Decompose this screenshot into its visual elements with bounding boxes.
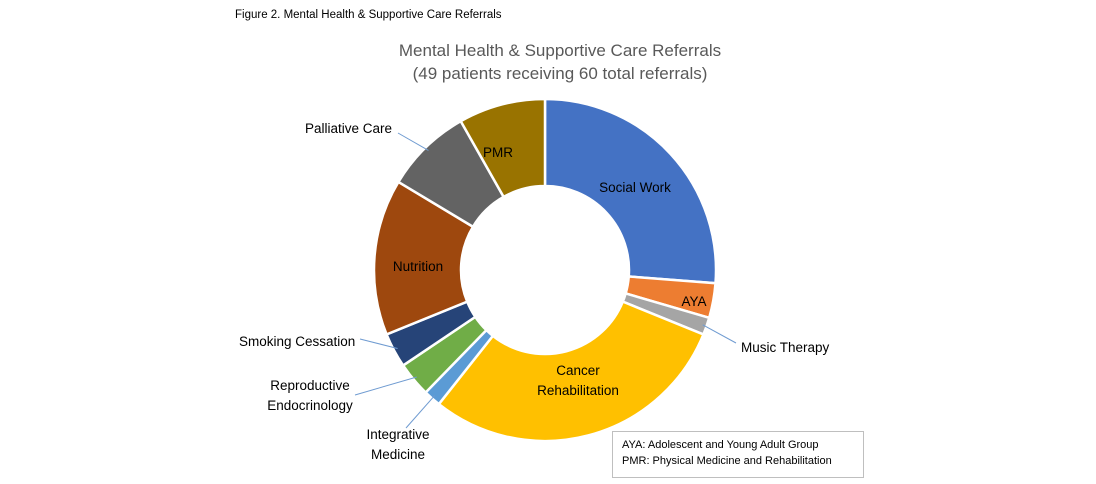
legend-note-pmr: PMR: Physical Medicine and Rehabilitatio… [622,455,832,467]
leader-line-smoking-cessation [359,338,398,349]
chart-title: Mental Health & Supportive Care Referral… [398,41,722,60]
slice-label-music-therapy: Music Therapy [741,340,830,355]
abbreviation-legend: AYA: Adolescent and Young Adult Group PM… [612,431,864,478]
slice-label-nutrition: Nutrition [393,259,443,274]
slice-label-aya: AYA [681,294,706,309]
slice-social-work [543,97,718,285]
leader-line-music-therapy [702,324,737,344]
slice-label-social-work: Social Work [599,180,671,195]
slice-pmr [459,97,547,199]
slice-label-integrative-medicine: Integrative Medicine [366,427,429,462]
slice-label-reproductive-endocrinology: Reproductive Endocrinology [267,378,353,413]
leader-line-reproductive-endocrinology [354,376,417,396]
slice-label-smoking-cessation: Smoking Cessation [239,334,355,349]
leader-line-palliative-care [397,132,429,151]
slice-label-cancer-rehabilitation: Cancer Rehabilitation [537,363,619,398]
slice-label-pmr: PMR [483,145,513,160]
leader-line-integrative-medicine [405,395,436,429]
legend-note-aya: AYA: Adolescent and Young Adult Group [622,439,819,451]
chart-subtitle: (49 patients receiving 60 total referral… [412,64,708,83]
figure-caption: Figure 2. Mental Health & Supportive Car… [235,9,502,21]
slice-cancer-rehabilitation [437,300,706,443]
slice-label-palliative-care: Palliative Care [305,121,392,136]
